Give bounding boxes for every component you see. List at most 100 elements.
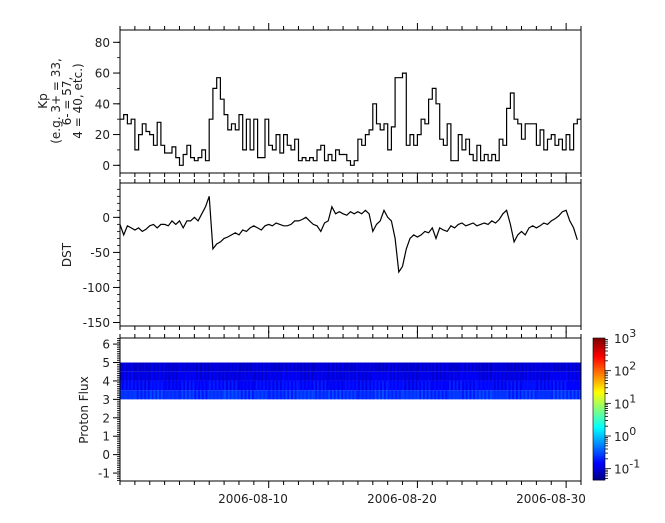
heatmap-cell [149, 371, 152, 381]
heatmap-cell [248, 380, 251, 391]
heatmap-cell [409, 371, 413, 381]
heatmap-cell [560, 390, 563, 400]
heatmap-cell [261, 390, 264, 400]
heatmap-cell [404, 371, 407, 381]
heatmap-cell [274, 380, 277, 391]
heatmap-cell [370, 371, 374, 381]
heatmap-cell [501, 390, 504, 400]
colorbar-swatch [593, 352, 605, 355]
colorbar-swatch [593, 366, 605, 369]
heatmap-cell [166, 371, 169, 381]
heatmap-cell [140, 390, 143, 400]
heatmap-cell [482, 371, 485, 381]
heatmap-cell [220, 371, 223, 381]
heatmap-cell [343, 371, 346, 381]
kp-series-line [120, 72, 581, 166]
heatmap-cell [235, 390, 238, 400]
heatmap-cell [341, 362, 344, 372]
heatmap-cell [255, 380, 258, 391]
heatmap-cell [214, 390, 217, 400]
heatmap-cell [354, 390, 357, 400]
heatmap-cell [279, 362, 283, 372]
heatmap-cell [428, 380, 431, 391]
heatmap-cell [194, 390, 197, 400]
colorbar-swatch [593, 376, 605, 379]
heatmap-cell [246, 380, 249, 391]
heatmap-cell [556, 371, 559, 381]
heatmap-cell [179, 371, 182, 381]
heatmap-cell [450, 371, 454, 381]
heatmap-cell [209, 380, 212, 391]
heatmap-cell [504, 371, 507, 381]
heatmap-cell [497, 390, 500, 400]
heatmap-cell [415, 362, 418, 372]
heatmap-cell [508, 380, 511, 391]
heatmap-cell [393, 371, 396, 381]
heatmap-cell [514, 362, 517, 372]
heatmap-cell [196, 390, 199, 400]
heatmap-cell [289, 371, 292, 381]
heatmap-cell [406, 371, 409, 381]
colorbar-swatch [593, 472, 605, 475]
heatmap-cell [361, 362, 364, 372]
heatmap-cell [255, 371, 258, 381]
heatmap-cell [556, 390, 559, 400]
y-tick-label: 1 [102, 430, 110, 444]
heatmap-cell [493, 380, 496, 391]
heatmap-cell [491, 371, 494, 381]
heatmap-cell [153, 380, 156, 391]
heatmap-cell [441, 362, 444, 372]
colorbar-swatch [593, 420, 605, 423]
heatmap-cell [475, 371, 478, 381]
heatmap-cell [281, 390, 284, 400]
heatmap-cell [138, 362, 141, 372]
heatmap-cell [172, 371, 175, 381]
colorbar: 103 102 101 100 10-1 [592, 327, 640, 481]
heatmap-cell [211, 362, 214, 372]
heatmap-cell [263, 371, 266, 381]
heatmap-cell [279, 371, 283, 381]
heatmap-cell [428, 371, 431, 381]
heatmap-cell [136, 362, 139, 372]
heatmap-cell [225, 390, 229, 400]
colorbar-swatch [593, 446, 605, 449]
heatmap-cell [270, 390, 273, 400]
heatmap-cell [198, 371, 201, 381]
colorbar-swatch [593, 412, 605, 415]
heatmap-cell [395, 362, 398, 372]
heatmap-cell [434, 390, 437, 400]
heatmap-cell [489, 362, 493, 372]
heatmap-cell [547, 371, 550, 381]
heatmap-cell [566, 371, 569, 381]
heatmap-cell [339, 362, 342, 372]
heatmap-cell [304, 371, 307, 381]
heatmap-cell [478, 362, 481, 372]
heatmap-cell [209, 362, 212, 372]
y-tick-label: 0 [102, 159, 110, 173]
heatmap-cell [144, 380, 147, 391]
heatmap-cell [478, 390, 481, 400]
heatmap-cell [326, 390, 329, 400]
colorbar-swatch [593, 382, 605, 385]
heatmap-cell [164, 371, 167, 381]
heatmap-cell [538, 362, 541, 372]
heatmap-cell [320, 390, 323, 400]
heatmap-cell [346, 371, 349, 381]
heatmap-cell [352, 362, 355, 372]
heatmap-cell [554, 362, 558, 372]
heatmap-cell [168, 380, 171, 391]
heatmap-cell [155, 362, 158, 372]
heatmap-cell [530, 390, 533, 400]
heatmap-cell [463, 371, 467, 381]
heatmap-cell [486, 390, 489, 400]
heatmap-cell [313, 362, 316, 372]
heatmap-cell [272, 380, 275, 391]
heatmap-cell [348, 362, 351, 372]
heatmap-cell [346, 380, 349, 391]
heatmap-cell [264, 380, 268, 391]
heatmap-cell [569, 390, 573, 400]
heatmap-cell [575, 371, 578, 381]
heatmap-cell [335, 380, 338, 391]
heatmap-cell [473, 380, 476, 391]
